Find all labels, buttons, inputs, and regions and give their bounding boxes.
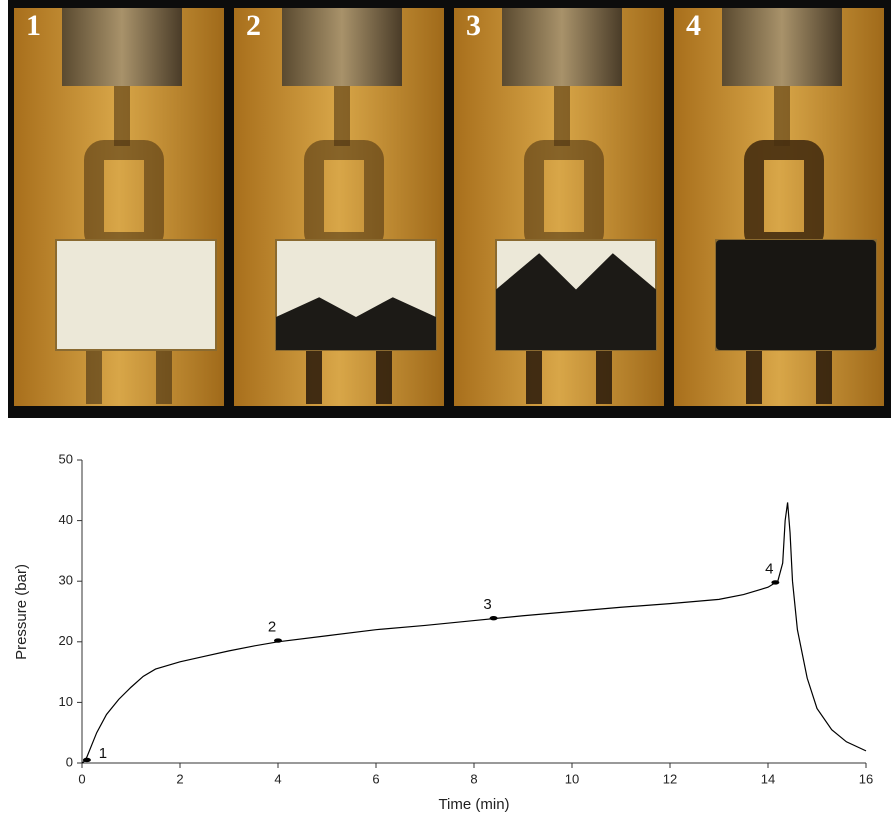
x-tick-label: 10	[565, 771, 579, 786]
pressure-line	[81, 502, 867, 764]
photo-panel: 4	[674, 8, 884, 406]
y-axis-title: Pressure (bar)	[13, 564, 30, 660]
x-tick-label: 2	[176, 771, 183, 786]
point-label: 2	[268, 619, 276, 636]
point-label: 3	[483, 596, 491, 613]
outlet	[526, 340, 542, 404]
filled-region	[496, 253, 656, 350]
point-marker	[489, 615, 498, 621]
stem	[114, 86, 130, 146]
filled-region	[276, 297, 436, 350]
stem	[334, 86, 350, 146]
y-tick-label: 30	[59, 573, 73, 588]
rod	[62, 8, 182, 86]
outlet	[86, 340, 102, 404]
outlet	[816, 340, 832, 404]
y-tick-label: 10	[59, 694, 73, 709]
point-label: 1	[99, 745, 107, 762]
x-tick-label: 12	[663, 771, 677, 786]
outlet	[596, 340, 612, 404]
outlet	[746, 340, 762, 404]
photo-label: 2	[246, 9, 261, 42]
x-axis-title: Time (min)	[438, 796, 509, 813]
rod	[282, 8, 402, 86]
photo-panel: 3	[454, 8, 664, 406]
photo-panel: 1	[14, 8, 224, 406]
stem	[554, 86, 570, 146]
photo-label: 3	[466, 9, 481, 42]
point-marker	[274, 638, 282, 643]
y-tick-label: 40	[59, 512, 73, 527]
outlet	[156, 340, 172, 404]
outlet	[376, 340, 392, 404]
photo-label: 1	[26, 9, 41, 42]
cavity	[55, 239, 217, 351]
y-tick-label: 20	[59, 633, 73, 648]
y-tick-label: 50	[59, 451, 73, 466]
x-tick-label: 8	[470, 771, 477, 786]
filled-region	[716, 240, 876, 350]
rod	[722, 8, 842, 86]
photo-label: 4	[686, 9, 701, 42]
stem	[774, 86, 790, 146]
point-marker	[771, 580, 780, 585]
chart: Time (min) Pressure (bar) 0 2 4 6 8 10 12 14 160…	[13, 451, 873, 813]
x-tick-label: 16	[859, 771, 873, 786]
x-tick-label: 14	[761, 771, 775, 786]
rod	[502, 8, 622, 86]
x-tick-label: 4	[274, 771, 281, 786]
x-tick-label: 6	[372, 771, 379, 786]
x-tick-label: 0	[78, 771, 85, 786]
y-tick-label: 0	[66, 754, 73, 769]
point-marker	[82, 757, 91, 763]
photo-panel: 2	[234, 8, 444, 406]
outlet	[306, 340, 322, 404]
point-label: 4	[765, 560, 773, 577]
photos: 1 2 3 4	[14, 8, 884, 406]
